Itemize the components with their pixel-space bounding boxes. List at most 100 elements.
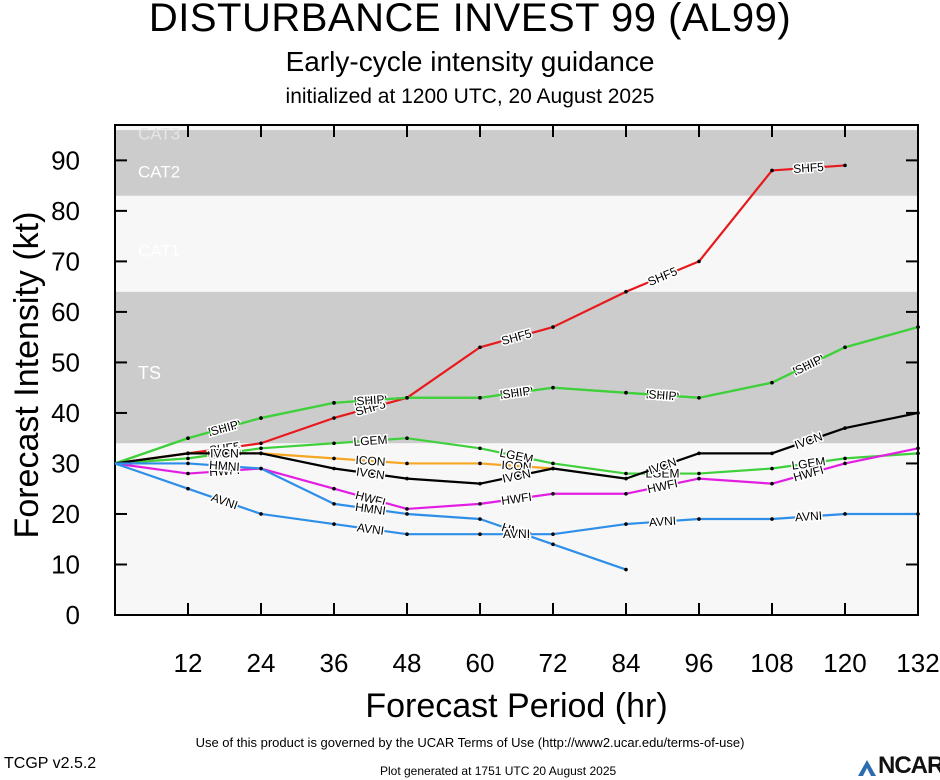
- data-point-avni: [332, 522, 336, 526]
- data-point-hwfi: [916, 446, 920, 451]
- series-label-icon: ICON: [355, 453, 386, 469]
- data-point-ship: [697, 395, 701, 400]
- data-point-hwfi: [697, 476, 701, 481]
- data-point-ship: [916, 325, 920, 329]
- chart-title: DISTURBANCE INVEST 99 (AL99): [148, 0, 792, 40]
- x-tick-label: 36: [320, 648, 349, 678]
- series-label-avni: AVNI: [356, 520, 385, 538]
- data-point-ivcn: [843, 426, 847, 430]
- band-label: CAT1: [138, 241, 180, 260]
- data-point-avni: [186, 486, 190, 491]
- data-point-avni: [551, 532, 555, 536]
- series-label-ship: SHIP: [502, 384, 532, 402]
- series-label-icon: ICON: [501, 458, 532, 474]
- x-tick-label: 84: [612, 648, 641, 678]
- y-tick-label: 20: [51, 499, 80, 529]
- data-point-shf5: [843, 163, 847, 168]
- series-line-hwfi: [114, 447, 919, 511]
- y-tick-label: 70: [51, 246, 80, 276]
- series-label-shf5: SHF5: [793, 160, 825, 176]
- ncar-logo: NCAR: [856, 752, 940, 780]
- data-point-hmni: [186, 461, 190, 466]
- series-label-avni: AVNI: [503, 527, 530, 541]
- series-label-lgem: LGEM: [791, 454, 827, 473]
- series-label-hwfi: HWFI: [500, 490, 532, 508]
- x-tick-label: 72: [539, 648, 568, 678]
- data-point-ship: [259, 416, 263, 420]
- data-point-hmni: [551, 542, 555, 547]
- data-point-ivcn: [624, 476, 628, 481]
- data-point-hwfi: [843, 461, 847, 466]
- data-point-hmni: [332, 502, 336, 506]
- data-point-hwfi: [332, 486, 336, 491]
- series-line-ivcn: [114, 411, 919, 485]
- data-point-ship: [770, 380, 774, 385]
- data-point-lgem: [186, 456, 190, 461]
- data-point-icon: [332, 456, 336, 461]
- band-label: TS: [138, 363, 161, 383]
- data-point-ivcn: [697, 451, 701, 456]
- x-tick-label: 48: [393, 648, 422, 678]
- series-line-ship: [114, 326, 919, 465]
- data-point-hwfi: [186, 471, 190, 476]
- plot-generated-label: Plot generated at 1751 UTC 20 August 202…: [380, 764, 617, 778]
- x-tick-label: 60: [466, 648, 495, 678]
- data-point-hmni: [405, 512, 409, 516]
- data-point-ivcn: [405, 476, 409, 481]
- series-label-hmni: HMNI: [354, 500, 386, 518]
- data-point-shf5: [697, 259, 701, 264]
- data-point-shf5: [478, 345, 482, 350]
- data-point-avni: [405, 532, 409, 536]
- data-point-ivcn: [186, 451, 190, 456]
- plot-frame: [114, 124, 919, 616]
- data-point-ship: [332, 401, 336, 405]
- series-line-lgem: [114, 437, 919, 475]
- data-point-icon: [478, 461, 482, 466]
- data-point-ivcn: [259, 451, 263, 456]
- band-label: CAT3: [138, 124, 180, 143]
- terms-of-use-text: Use of this product is governed by the U…: [195, 735, 745, 750]
- y-tick-label: 50: [51, 347, 80, 377]
- data-point-shf5: [624, 289, 628, 294]
- background-band: [115, 443, 918, 615]
- data-point-ivcn: [770, 451, 774, 456]
- data-point-hwfi: [624, 491, 628, 496]
- y-tick-label: 0: [66, 600, 80, 630]
- x-axis-label: Forecast Period (hr): [365, 687, 667, 725]
- data-point-avni: [624, 522, 628, 526]
- y-tick-label: 80: [51, 196, 80, 226]
- intensity-band: [115, 125, 918, 131]
- chart-init-time: initialized at 1200 UTC, 20 August 2025: [285, 85, 655, 108]
- data-point-lgem: [624, 471, 628, 476]
- data-point-lgem: [916, 451, 920, 456]
- data-point-hmni: [259, 466, 263, 471]
- data-point-ship: [624, 390, 628, 395]
- y-tick-label: 30: [51, 448, 80, 478]
- data-point-hwfi: [405, 507, 409, 511]
- data-point-shf5: [259, 441, 263, 446]
- y-tick-label: 10: [51, 549, 80, 579]
- data-point-avni: [843, 512, 847, 516]
- data-point-hwfi: [551, 491, 555, 496]
- y-tick-label: 60: [51, 297, 80, 327]
- data-point-lgem: [405, 436, 409, 440]
- data-point-lgem: [697, 471, 701, 476]
- x-tick-label: 24: [247, 648, 276, 678]
- band-label: CAT2: [138, 162, 180, 181]
- data-point-hwfi: [478, 502, 482, 506]
- ncar-logo-mark-icon: [858, 760, 876, 776]
- series-label-hmni: HMNI: [209, 458, 241, 474]
- data-point-ship: [186, 436, 190, 440]
- data-point-shf5: [332, 416, 336, 420]
- y-tick-label: 40: [51, 398, 80, 428]
- data-point-ship: [843, 345, 847, 350]
- intensity-band: [115, 195, 918, 292]
- series-line-avni: [114, 462, 918, 536]
- data-point-ivcn: [551, 466, 555, 471]
- series-label-lgem: LGEM: [353, 433, 388, 449]
- chart-subtitle: Early-cycle intensity guidance: [285, 46, 655, 77]
- data-point-shf5: [551, 325, 555, 329]
- data-point-lgem: [478, 446, 482, 451]
- data-point-lgem: [332, 441, 336, 446]
